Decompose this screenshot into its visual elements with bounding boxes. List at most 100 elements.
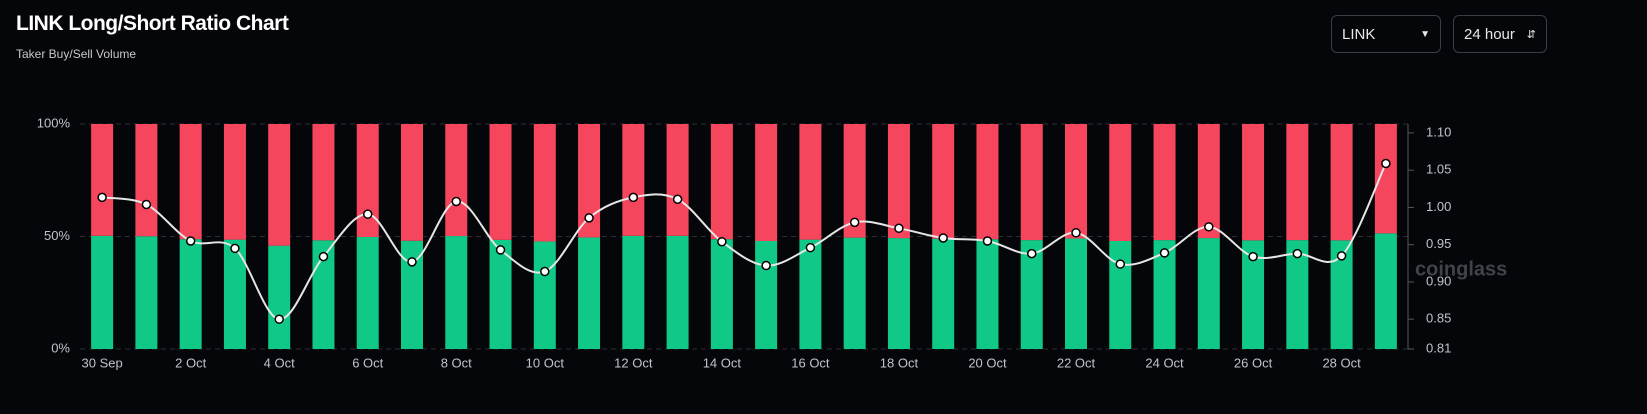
bar-segment: [1286, 124, 1309, 241]
bar-segment: [533, 124, 556, 242]
bar-segment: [489, 124, 512, 240]
bar-segment: [1286, 240, 1309, 349]
x-tick-label: 26 Oct: [1234, 355, 1273, 370]
bar-segment: [1330, 124, 1353, 241]
ratio-point: [584, 213, 594, 223]
bar-segment: [356, 236, 379, 349]
bar-segment: [622, 235, 645, 349]
ratio-point: [318, 251, 329, 262]
bar-segment: [843, 124, 866, 238]
x-tick-label: 18 Oct: [880, 355, 919, 370]
symbol-value: LINK: [1342, 25, 1376, 43]
ratio-point: [894, 223, 904, 234]
bar-segment: [445, 124, 468, 237]
ratio-point: [628, 192, 639, 203]
bar-segment: [1374, 124, 1397, 234]
x-tick-label: 22 Oct: [1057, 355, 1096, 370]
bar-segment: [91, 124, 114, 236]
bar-segment: [401, 240, 423, 349]
bar-segment: [1242, 240, 1265, 349]
bar-segment: [1109, 124, 1132, 241]
bar-segment: [1242, 124, 1265, 241]
bar-segment: [356, 124, 379, 237]
symbol-select[interactable]: LINK ▼: [1331, 15, 1441, 53]
y-tick-label: 50%: [44, 228, 70, 243]
ratio-point: [362, 209, 373, 219]
caret: ⇵: [1526, 28, 1536, 41]
ratio-point: [1071, 228, 1081, 238]
interval-select[interactable]: 24 hour ⇵: [1453, 15, 1547, 53]
y2-tick-label: 1.05: [1426, 162, 1451, 177]
y2-tick-label: 1.10: [1426, 124, 1451, 139]
chart-title: LINK Long/Short Ratio Chart: [16, 12, 289, 35]
bar-segment: [799, 239, 822, 349]
ratio-point: [672, 194, 683, 204]
ratio-point: [938, 233, 948, 243]
watermark: coinglass: [1415, 258, 1507, 280]
ratio-point: [1336, 251, 1347, 261]
bar-segment: [1153, 240, 1176, 349]
bar-segment: [578, 237, 601, 349]
caret: ▼: [1420, 28, 1430, 40]
bar-segment: [1330, 240, 1353, 349]
bar-segment: [710, 124, 733, 240]
interval-value: 24 hour: [1464, 25, 1515, 43]
bar-segment: [135, 124, 158, 237]
y2-tick-label: 0.95: [1426, 236, 1451, 251]
ratio-point: [407, 257, 417, 267]
x-tick-label: 24 Oct: [1145, 355, 1184, 370]
bar-segment: [268, 124, 291, 246]
ratio-point: [230, 243, 240, 254]
bar-segment: [223, 124, 246, 240]
ratio-line: [101, 163, 1387, 321]
bar-segment: [1020, 240, 1043, 349]
x-tick-label: 30 Sep: [82, 355, 123, 370]
bar-segment: [135, 236, 158, 349]
bar-segment: [1065, 238, 1087, 349]
x-tick-label: 10 Oct: [526, 355, 565, 370]
ratio-point: [805, 242, 816, 253]
bar-segment: [976, 239, 999, 349]
bar-segment: [1065, 124, 1087, 239]
ratio-point: [1115, 259, 1126, 269]
bar-segment: [843, 237, 866, 349]
bar-segment: [91, 235, 114, 349]
bar-segment: [932, 238, 955, 349]
bar-segment: [268, 245, 291, 349]
ratio-point: [495, 245, 506, 255]
ratio-point: [982, 236, 993, 246]
bar-segment: [1374, 233, 1397, 349]
ratio-point: [97, 192, 107, 203]
x-tick-label: 6 Oct: [352, 355, 383, 370]
bar-segment: [887, 238, 910, 349]
ratio-point: [1292, 248, 1303, 259]
bar-segment: [179, 124, 202, 240]
bar-segment: [755, 241, 778, 349]
bar-segment: [179, 239, 202, 349]
bar-segment: [312, 124, 335, 241]
bar-segment: [976, 124, 999, 240]
ratio-point: [1026, 248, 1037, 259]
x-tick-label: 12 Oct: [614, 355, 653, 370]
ratio-point: [451, 196, 462, 207]
bar-segment: [622, 124, 645, 236]
bar-segment: [489, 239, 512, 349]
chart-subtitle: Taker Buy/Sell Volume: [16, 47, 137, 61]
bar-segment: [755, 124, 778, 241]
x-tick-label: 4 Oct: [264, 355, 295, 370]
y2-tick-label: 0.85: [1426, 311, 1451, 326]
bar-segment: [312, 240, 335, 349]
bar-segment: [710, 239, 733, 349]
x-tick-label: 2 Oct: [175, 355, 206, 370]
bar-segment: [445, 236, 468, 349]
x-tick-label: 20 Oct: [968, 355, 1007, 370]
bar-segment: [1197, 124, 1220, 239]
bar-segment: [932, 124, 955, 239]
ratio-point: [1381, 158, 1391, 169]
x-tick-label: 16 Oct: [791, 355, 830, 370]
bar-segment: [401, 124, 423, 241]
y2-tick-label: 1.00: [1426, 199, 1451, 214]
ratio-point: [1248, 251, 1258, 262]
bar-segment: [799, 124, 822, 240]
